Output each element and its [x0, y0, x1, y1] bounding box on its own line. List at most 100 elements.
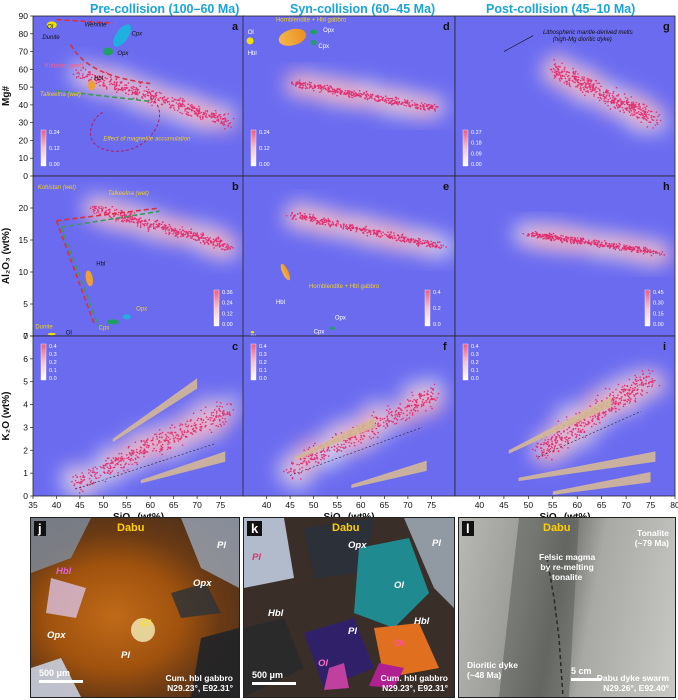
data-point: [574, 427, 577, 430]
hornblendite-label: Hornblendite + Hbl gabbro: [309, 284, 380, 290]
data-point: [658, 384, 661, 387]
data-point: [195, 112, 197, 115]
data-point: [633, 248, 636, 251]
data-point: [122, 466, 124, 469]
panel-body: Hornblendite + Hbl gabbroHblOlCpxOpx: [243, 176, 455, 336]
data-point: [613, 99, 616, 101]
data-point: [190, 432, 193, 434]
data-point: [139, 85, 141, 88]
data-point: [646, 105, 648, 108]
data-point: [414, 103, 416, 106]
data-point: [190, 108, 192, 111]
x-tick-label: 55: [332, 500, 342, 510]
data-point: [634, 109, 636, 112]
data-point: [379, 419, 382, 422]
data-point: [291, 477, 294, 480]
data-point: [411, 412, 414, 414]
data-point: [597, 414, 600, 417]
data-point: [361, 229, 363, 232]
data-point: [388, 233, 391, 236]
data-point: [404, 407, 407, 409]
data-point: [621, 106, 624, 109]
data-point: [360, 434, 362, 437]
data-point: [181, 430, 183, 433]
data-point: [578, 82, 581, 84]
data-point: [201, 117, 204, 120]
data-point: [202, 234, 205, 236]
data-point: [165, 437, 168, 440]
data-point: [331, 90, 333, 93]
data-point: [141, 95, 143, 98]
trend-band-2: [552, 472, 651, 495]
data-point: [333, 449, 336, 451]
data-point: [132, 450, 135, 452]
data-point: [556, 439, 559, 442]
data-point: [422, 402, 425, 405]
data-point: [393, 232, 395, 234]
data-point: [307, 460, 310, 462]
data-point: [331, 88, 334, 90]
data-point: [167, 229, 169, 231]
data-point: [374, 433, 376, 436]
data-point: [303, 82, 306, 84]
data-point: [350, 442, 353, 445]
data-point: [183, 431, 186, 434]
data-point: [348, 90, 351, 93]
data-point: [295, 218, 297, 220]
data-point: [308, 81, 311, 84]
data-point: [620, 388, 623, 391]
data-point: [89, 470, 92, 472]
data-point: [321, 220, 324, 223]
data-point: [616, 101, 618, 103]
data-point: [139, 446, 142, 449]
data-point: [606, 397, 608, 399]
data-point: [372, 436, 375, 439]
data-point: [110, 82, 113, 85]
data-point: [202, 240, 204, 242]
data-point: [639, 384, 641, 386]
data-point: [416, 398, 419, 401]
data-point: [630, 96, 633, 98]
data-point: [347, 89, 349, 92]
data-point: [117, 88, 120, 90]
data-point: [204, 115, 207, 118]
data-point: [576, 80, 579, 83]
data-point: [579, 429, 582, 432]
data-point: [307, 448, 310, 450]
data-point: [323, 455, 325, 458]
data-point: [155, 223, 158, 226]
data-point: [593, 95, 595, 97]
data-point: [340, 93, 342, 96]
data-point: [138, 92, 140, 94]
data-point: [626, 99, 628, 102]
data-point: [195, 431, 197, 433]
density-scale-tick: 0.09: [471, 151, 482, 157]
data-point: [377, 431, 379, 434]
data-point: [216, 405, 218, 408]
data-point: [649, 110, 652, 113]
data-point: [314, 442, 316, 445]
data-point: [598, 88, 601, 91]
data-point: [226, 403, 228, 405]
data-point: [83, 76, 86, 79]
data-point: [199, 115, 201, 117]
y-tick-label: 0: [23, 171, 28, 181]
data-point: [325, 454, 327, 457]
data-point: [77, 75, 80, 78]
y-tick-label: 20: [19, 203, 29, 213]
data-point: [108, 470, 111, 472]
y-tick-label: 3: [23, 422, 28, 432]
data-point: [562, 430, 565, 433]
data-point: [570, 242, 573, 245]
data-point: [431, 244, 434, 246]
data-point: [176, 433, 179, 436]
data-point: [313, 217, 316, 220]
data-point: [551, 236, 554, 239]
data-point: [308, 213, 311, 216]
data-point: [168, 103, 171, 105]
data-point: [390, 97, 392, 100]
data-point: [600, 85, 602, 88]
data-point: [603, 411, 606, 414]
data-point: [387, 411, 390, 413]
data-point: [416, 243, 418, 245]
